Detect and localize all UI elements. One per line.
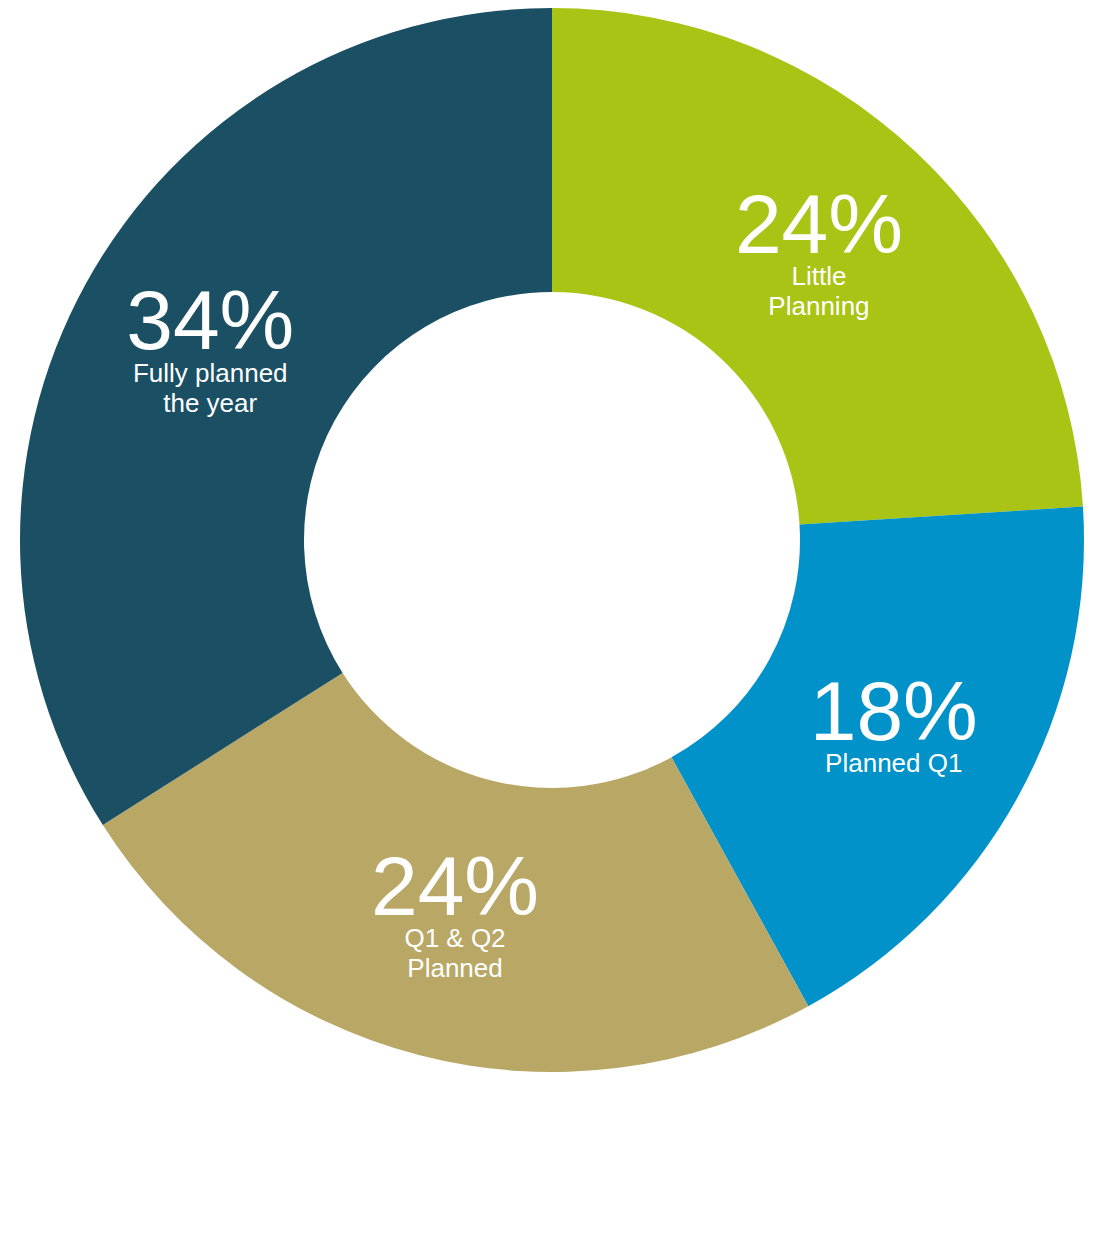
svg-text:Q1 & Q2: Q1 & Q2	[404, 923, 505, 953]
svg-text:Fully planned: Fully planned	[133, 358, 288, 388]
svg-text:34%: 34%	[126, 273, 294, 367]
svg-text:Little: Little	[792, 261, 847, 291]
svg-text:18%: 18%	[810, 664, 978, 758]
svg-text:the year: the year	[163, 388, 257, 418]
svg-text:Planned Q1: Planned Q1	[825, 748, 962, 778]
svg-text:24%: 24%	[371, 839, 539, 933]
svg-text:Planning: Planning	[768, 291, 869, 321]
svg-text:24%: 24%	[735, 177, 903, 271]
svg-text:Planned: Planned	[407, 953, 502, 983]
